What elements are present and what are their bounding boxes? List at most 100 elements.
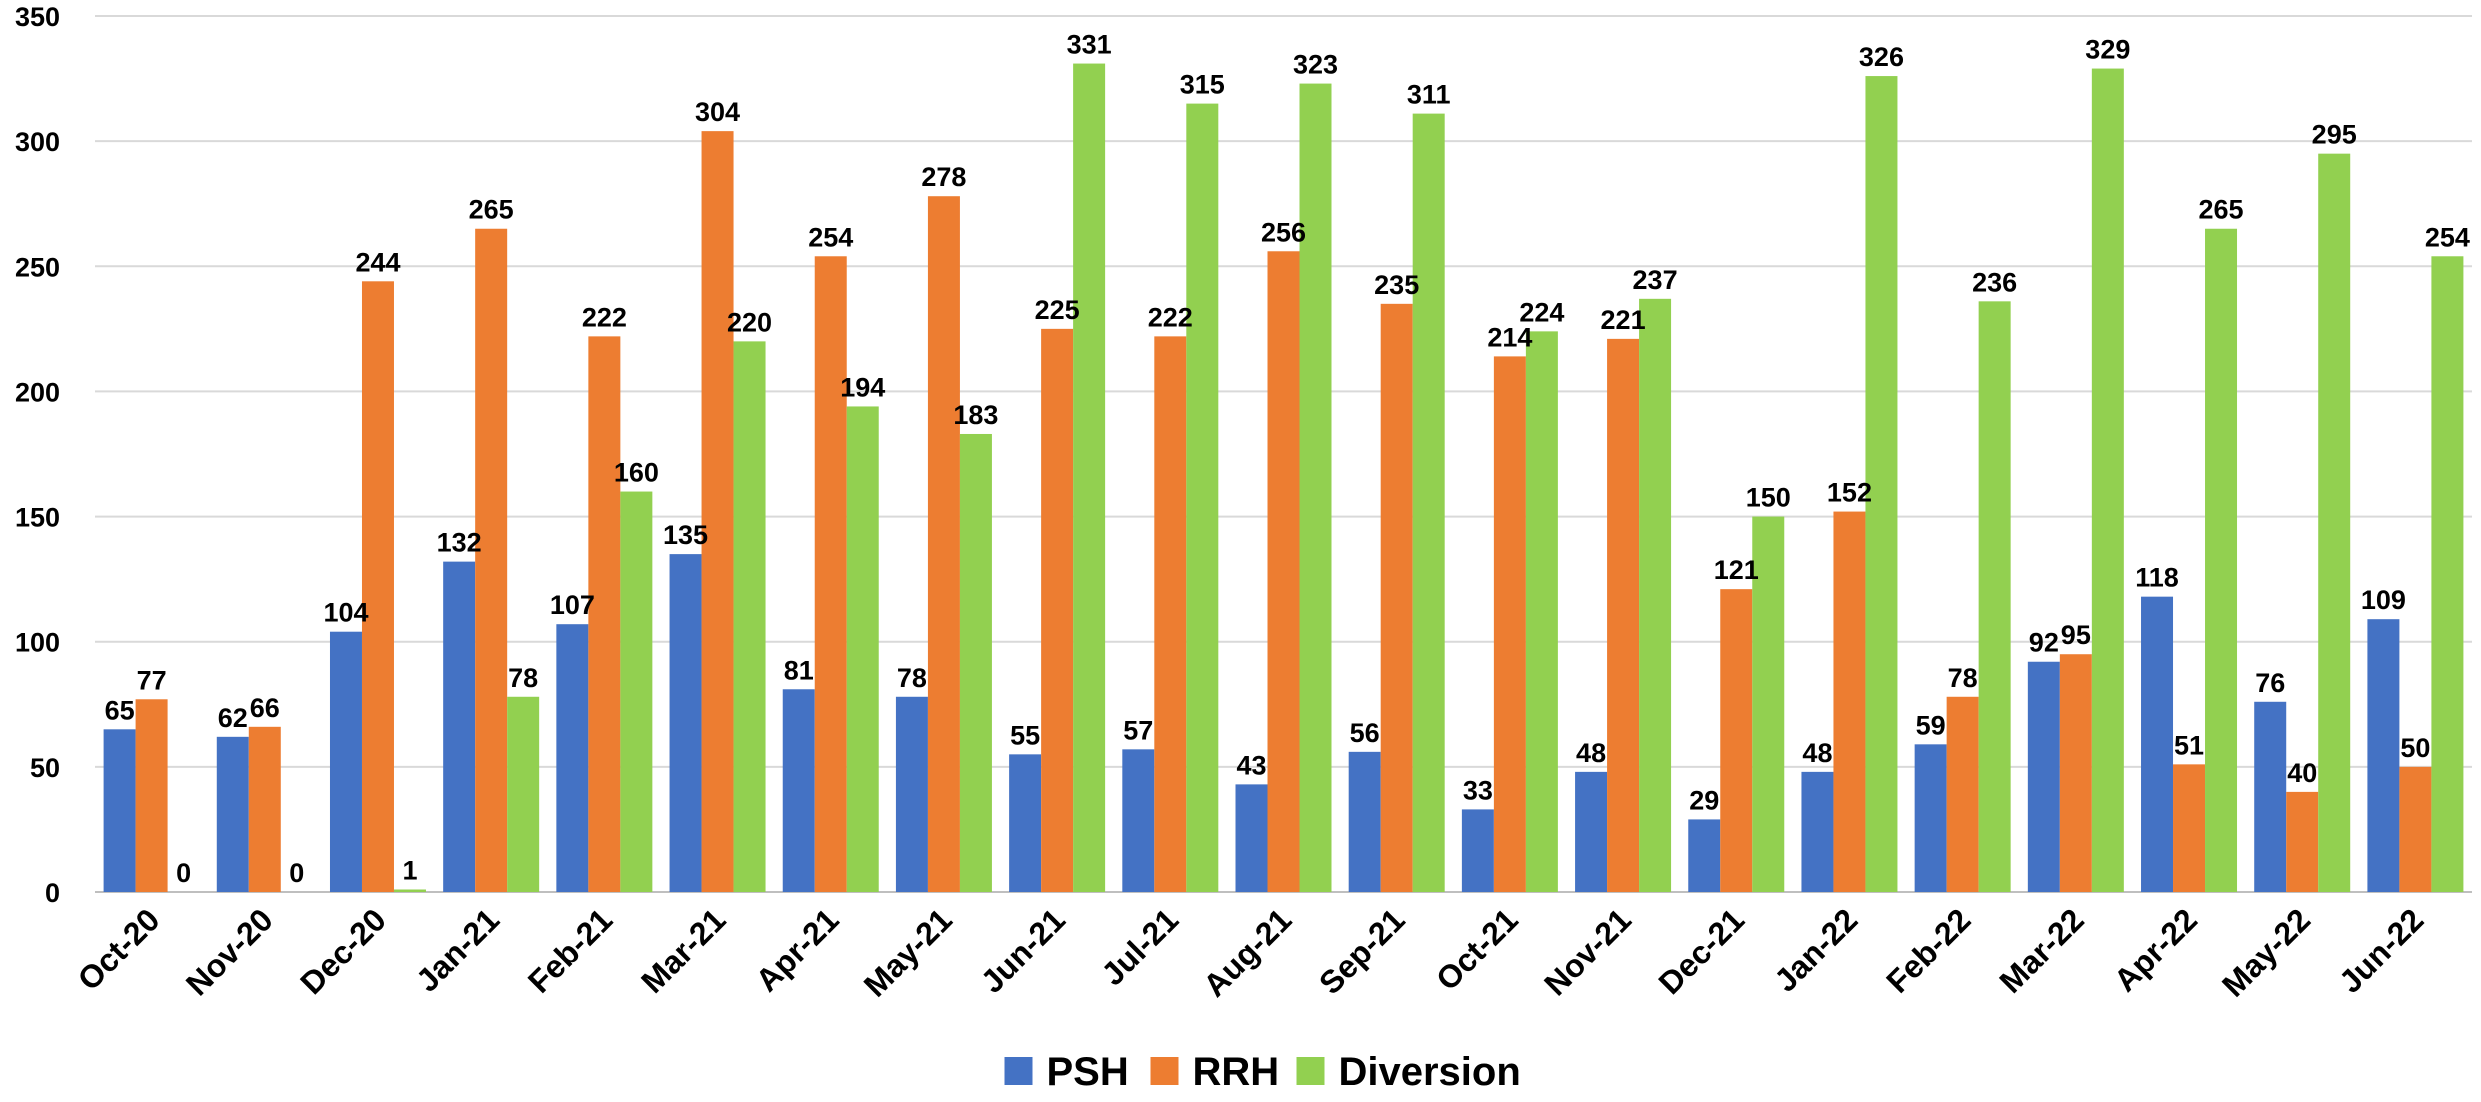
bar-psh-oct-21 <box>1461 809 1494 892</box>
data-label-psh-jun-22: 109 <box>2361 585 2406 615</box>
y-tick-label: 300 <box>15 127 60 157</box>
bar-diversion-jun-21 <box>1073 63 1106 893</box>
x-tick-label-feb-22: Feb-22 <box>1879 901 1977 999</box>
bar-psh-oct-20 <box>103 729 136 892</box>
data-label-diversion-sep-21: 311 <box>1407 80 1451 110</box>
bar-diversion-mar-22 <box>2091 68 2124 892</box>
x-tick-label-may-21: May-21 <box>857 901 959 1003</box>
x-tick-label-sep-21: Sep-21 <box>1312 901 1412 1001</box>
bar-psh-dec-20 <box>329 631 362 892</box>
data-label-diversion-mar-22: 329 <box>2085 35 2130 65</box>
data-label-rrh-jun-21: 225 <box>1035 295 1080 325</box>
data-label-rrh-aug-21: 256 <box>1261 217 1306 247</box>
data-label-psh-mar-22: 92 <box>2029 628 2059 658</box>
bar-rrh-jan-21 <box>475 228 508 892</box>
x-tick-label-apr-22: Apr-22 <box>2107 901 2204 998</box>
data-label-diversion-oct-20: 0 <box>176 858 191 888</box>
data-label-rrh-jan-22: 152 <box>1827 478 1872 508</box>
x-tick-label-dec-21: Dec-21 <box>1652 901 1752 1001</box>
data-label-rrh-apr-21: 254 <box>808 222 853 252</box>
data-label-diversion-jun-22: 254 <box>2425 222 2470 252</box>
bars-layer <box>103 63 2464 893</box>
bar-diversion-sep-21 <box>1412 113 1445 892</box>
data-label-psh-nov-20: 62 <box>218 703 248 733</box>
data-label-rrh-dec-21: 121 <box>1714 555 1759 585</box>
bar-diversion-mar-21 <box>733 341 766 892</box>
bar-diversion-apr-21 <box>846 406 879 892</box>
data-label-psh-oct-20: 65 <box>105 695 135 725</box>
x-tick-label-jun-22: Jun-22 <box>2332 901 2430 999</box>
x-tick-label-jan-21: Jan-21 <box>409 901 506 998</box>
data-label-rrh-may-21: 278 <box>921 162 966 192</box>
x-tick-label-apr-21: Apr-21 <box>749 901 846 998</box>
data-label-rrh-jan-21: 265 <box>469 195 514 225</box>
data-label-psh-apr-22: 118 <box>2135 563 2179 593</box>
data-label-diversion-dec-21: 150 <box>1746 483 1791 513</box>
bar-rrh-jun-22 <box>2399 766 2432 892</box>
bar-psh-jun-22 <box>2367 619 2400 892</box>
data-label-diversion-nov-20: 0 <box>289 858 304 888</box>
x-tick-label-nov-20: Nov-20 <box>179 901 280 1002</box>
data-label-rrh-may-22: 40 <box>2287 758 2317 788</box>
data-label-diversion-jul-21: 315 <box>1180 70 1225 100</box>
y-tick-label: 350 <box>15 2 60 32</box>
data-label-rrh-mar-21: 304 <box>695 97 740 127</box>
data-label-psh-mar-21: 135 <box>663 520 708 550</box>
bar-diversion-jan-21 <box>507 696 540 892</box>
data-label-diversion-jan-22: 326 <box>1859 42 1904 72</box>
bar-psh-may-21 <box>895 696 928 892</box>
data-label-psh-sep-21: 56 <box>1350 718 1380 748</box>
data-label-psh-apr-21: 81 <box>784 655 814 685</box>
bar-psh-feb-22 <box>1914 744 1947 892</box>
bar-rrh-sep-21 <box>1380 303 1413 892</box>
bar-psh-jan-21 <box>443 561 476 892</box>
bar-rrh-oct-21 <box>1493 356 1526 893</box>
legend-label-diversion: Diversion <box>1339 1050 1521 1094</box>
data-label-rrh-oct-20: 77 <box>137 665 167 695</box>
data-label-rrh-feb-21: 222 <box>582 302 627 332</box>
data-label-diversion-feb-22: 236 <box>1972 267 2017 297</box>
data-label-psh-dec-21: 29 <box>1689 785 1719 815</box>
bar-psh-apr-21 <box>782 689 815 892</box>
data-label-diversion-mar-21: 220 <box>727 307 772 337</box>
x-tick-label-jan-22: Jan-22 <box>1767 901 1864 998</box>
data-label-diversion-may-22: 295 <box>2312 120 2357 150</box>
x-tick-label-aug-21: Aug-21 <box>1196 901 1298 1003</box>
bar-diversion-aug-21 <box>1299 83 1332 892</box>
legend-item-rrh: RRH <box>1150 1050 1279 1094</box>
bar-diversion-feb-22 <box>1978 301 2011 893</box>
data-label-psh-dec-20: 104 <box>323 598 368 628</box>
bar-diversion-apr-22 <box>2205 228 2238 892</box>
data-label-psh-jul-21: 57 <box>1123 715 1153 745</box>
bar-rrh-jul-21 <box>1154 336 1187 892</box>
bar-diversion-dec-21 <box>1752 516 1785 892</box>
bar-diversion-may-22 <box>2318 153 2351 892</box>
bar-rrh-may-22 <box>2286 791 2319 892</box>
data-label-psh-nov-21: 48 <box>1576 738 1606 768</box>
x-tick-label-oct-20: Oct-20 <box>71 901 167 997</box>
bar-diversion-nov-21 <box>1639 298 1672 892</box>
data-label-rrh-mar-22: 95 <box>2061 620 2091 650</box>
data-label-diversion-dec-20: 1 <box>402 855 417 885</box>
bar-psh-nov-21 <box>1575 771 1608 892</box>
bar-psh-nov-20 <box>216 736 249 892</box>
legend-item-diversion: Diversion <box>1296 1050 1521 1094</box>
data-label-rrh-jun-22: 50 <box>2400 733 2430 763</box>
bar-psh-dec-21 <box>1688 819 1721 892</box>
bar-diversion-may-21 <box>959 433 992 892</box>
bar-rrh-aug-21 <box>1267 251 1300 893</box>
x-tick-label-may-22: May-22 <box>2215 901 2317 1003</box>
bar-rrh-jun-21 <box>1041 328 1074 892</box>
data-label-diversion-aug-21: 323 <box>1293 50 1338 80</box>
legend-swatch-psh <box>1004 1057 1033 1085</box>
bar-rrh-nov-21 <box>1607 338 1640 893</box>
y-tick-label: 100 <box>15 628 60 658</box>
legend-label-psh: PSH <box>1047 1050 1129 1094</box>
data-label-diversion-oct-21: 224 <box>1519 297 1564 327</box>
bar-rrh-jan-22 <box>1833 511 1866 892</box>
data-label-diversion-may-21: 183 <box>953 400 998 430</box>
bar-rrh-dec-20 <box>361 281 394 892</box>
bar-rrh-oct-20 <box>135 699 168 892</box>
